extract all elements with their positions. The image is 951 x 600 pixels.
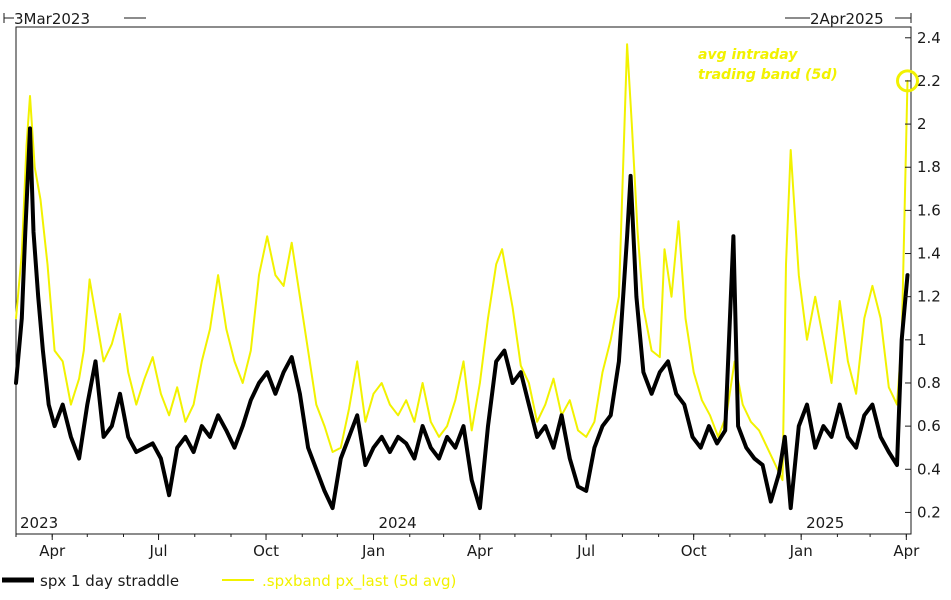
y-tick-label: 0.4 <box>917 460 941 478</box>
range-end-label: 2Apr2025 <box>810 10 884 28</box>
year-label: 2024 <box>378 514 416 532</box>
range-start-label: 3Mar2023 <box>14 10 90 28</box>
legend-label-spxband: .spxband px_last (5d avg) <box>262 572 456 591</box>
x-axis: Apr Jul Oct Jan Apr Jul Oct Jan Apr 2023 2024 2025 <box>15 514 920 560</box>
y-tick-label: 1.8 <box>917 158 941 176</box>
y-tick-label: 2.2 <box>917 72 941 90</box>
x-tick-label: Jul <box>576 542 595 560</box>
series-layer <box>14 43 910 511</box>
x-tick-label: Jan <box>361 542 385 560</box>
year-label: 2023 <box>20 514 58 532</box>
y-tick-label: 1.4 <box>917 245 941 263</box>
y-tick-label: 2 <box>917 115 927 133</box>
series-line-0 <box>15 43 909 482</box>
y-tick-label: 1 <box>917 331 927 349</box>
x-tick-label: Apr <box>39 542 66 560</box>
legend: spx 1 day straddle .spxband px_last (5d … <box>2 572 456 591</box>
y-tick-label: 0.2 <box>917 503 941 521</box>
y-tick-label: 0.8 <box>917 374 941 392</box>
series-line-1 <box>14 126 910 511</box>
annotation-line-1: avg intraday <box>698 47 798 63</box>
annotation-line-2: trading band (5d) <box>698 67 838 83</box>
annotation-circle <box>896 69 919 93</box>
x-tick-label: Oct <box>253 542 279 560</box>
y-tick-label: 2.4 <box>917 29 941 47</box>
x-tick-label: Apr <box>893 542 920 560</box>
range-header: 3Mar2023 2Apr2025 <box>3 10 912 28</box>
plot-frame <box>15 26 912 535</box>
legend-item-spxband: .spxband px_last (5d avg) <box>222 572 456 591</box>
x-tick-label: Oct <box>681 542 707 560</box>
y-axis: 0.2 0.4 0.6 0.8 1 1.2 1.4 1.6 1.8 2 2.2 2.4 <box>905 29 941 521</box>
y-tick-label: 1.2 <box>917 288 941 306</box>
x-tick-label: Jul <box>148 542 167 560</box>
y-tick-label: 0.6 <box>917 417 941 435</box>
x-tick-label: Jan <box>789 542 813 560</box>
legend-item-straddle: spx 1 day straddle <box>2 572 179 590</box>
y-tick-label: 1.6 <box>917 201 941 219</box>
annotation: avg intraday trading band (5d) <box>698 47 919 93</box>
year-label: 2025 <box>806 514 844 532</box>
x-tick-label: Apr <box>467 542 494 560</box>
legend-label-straddle: spx 1 day straddle <box>40 572 179 590</box>
